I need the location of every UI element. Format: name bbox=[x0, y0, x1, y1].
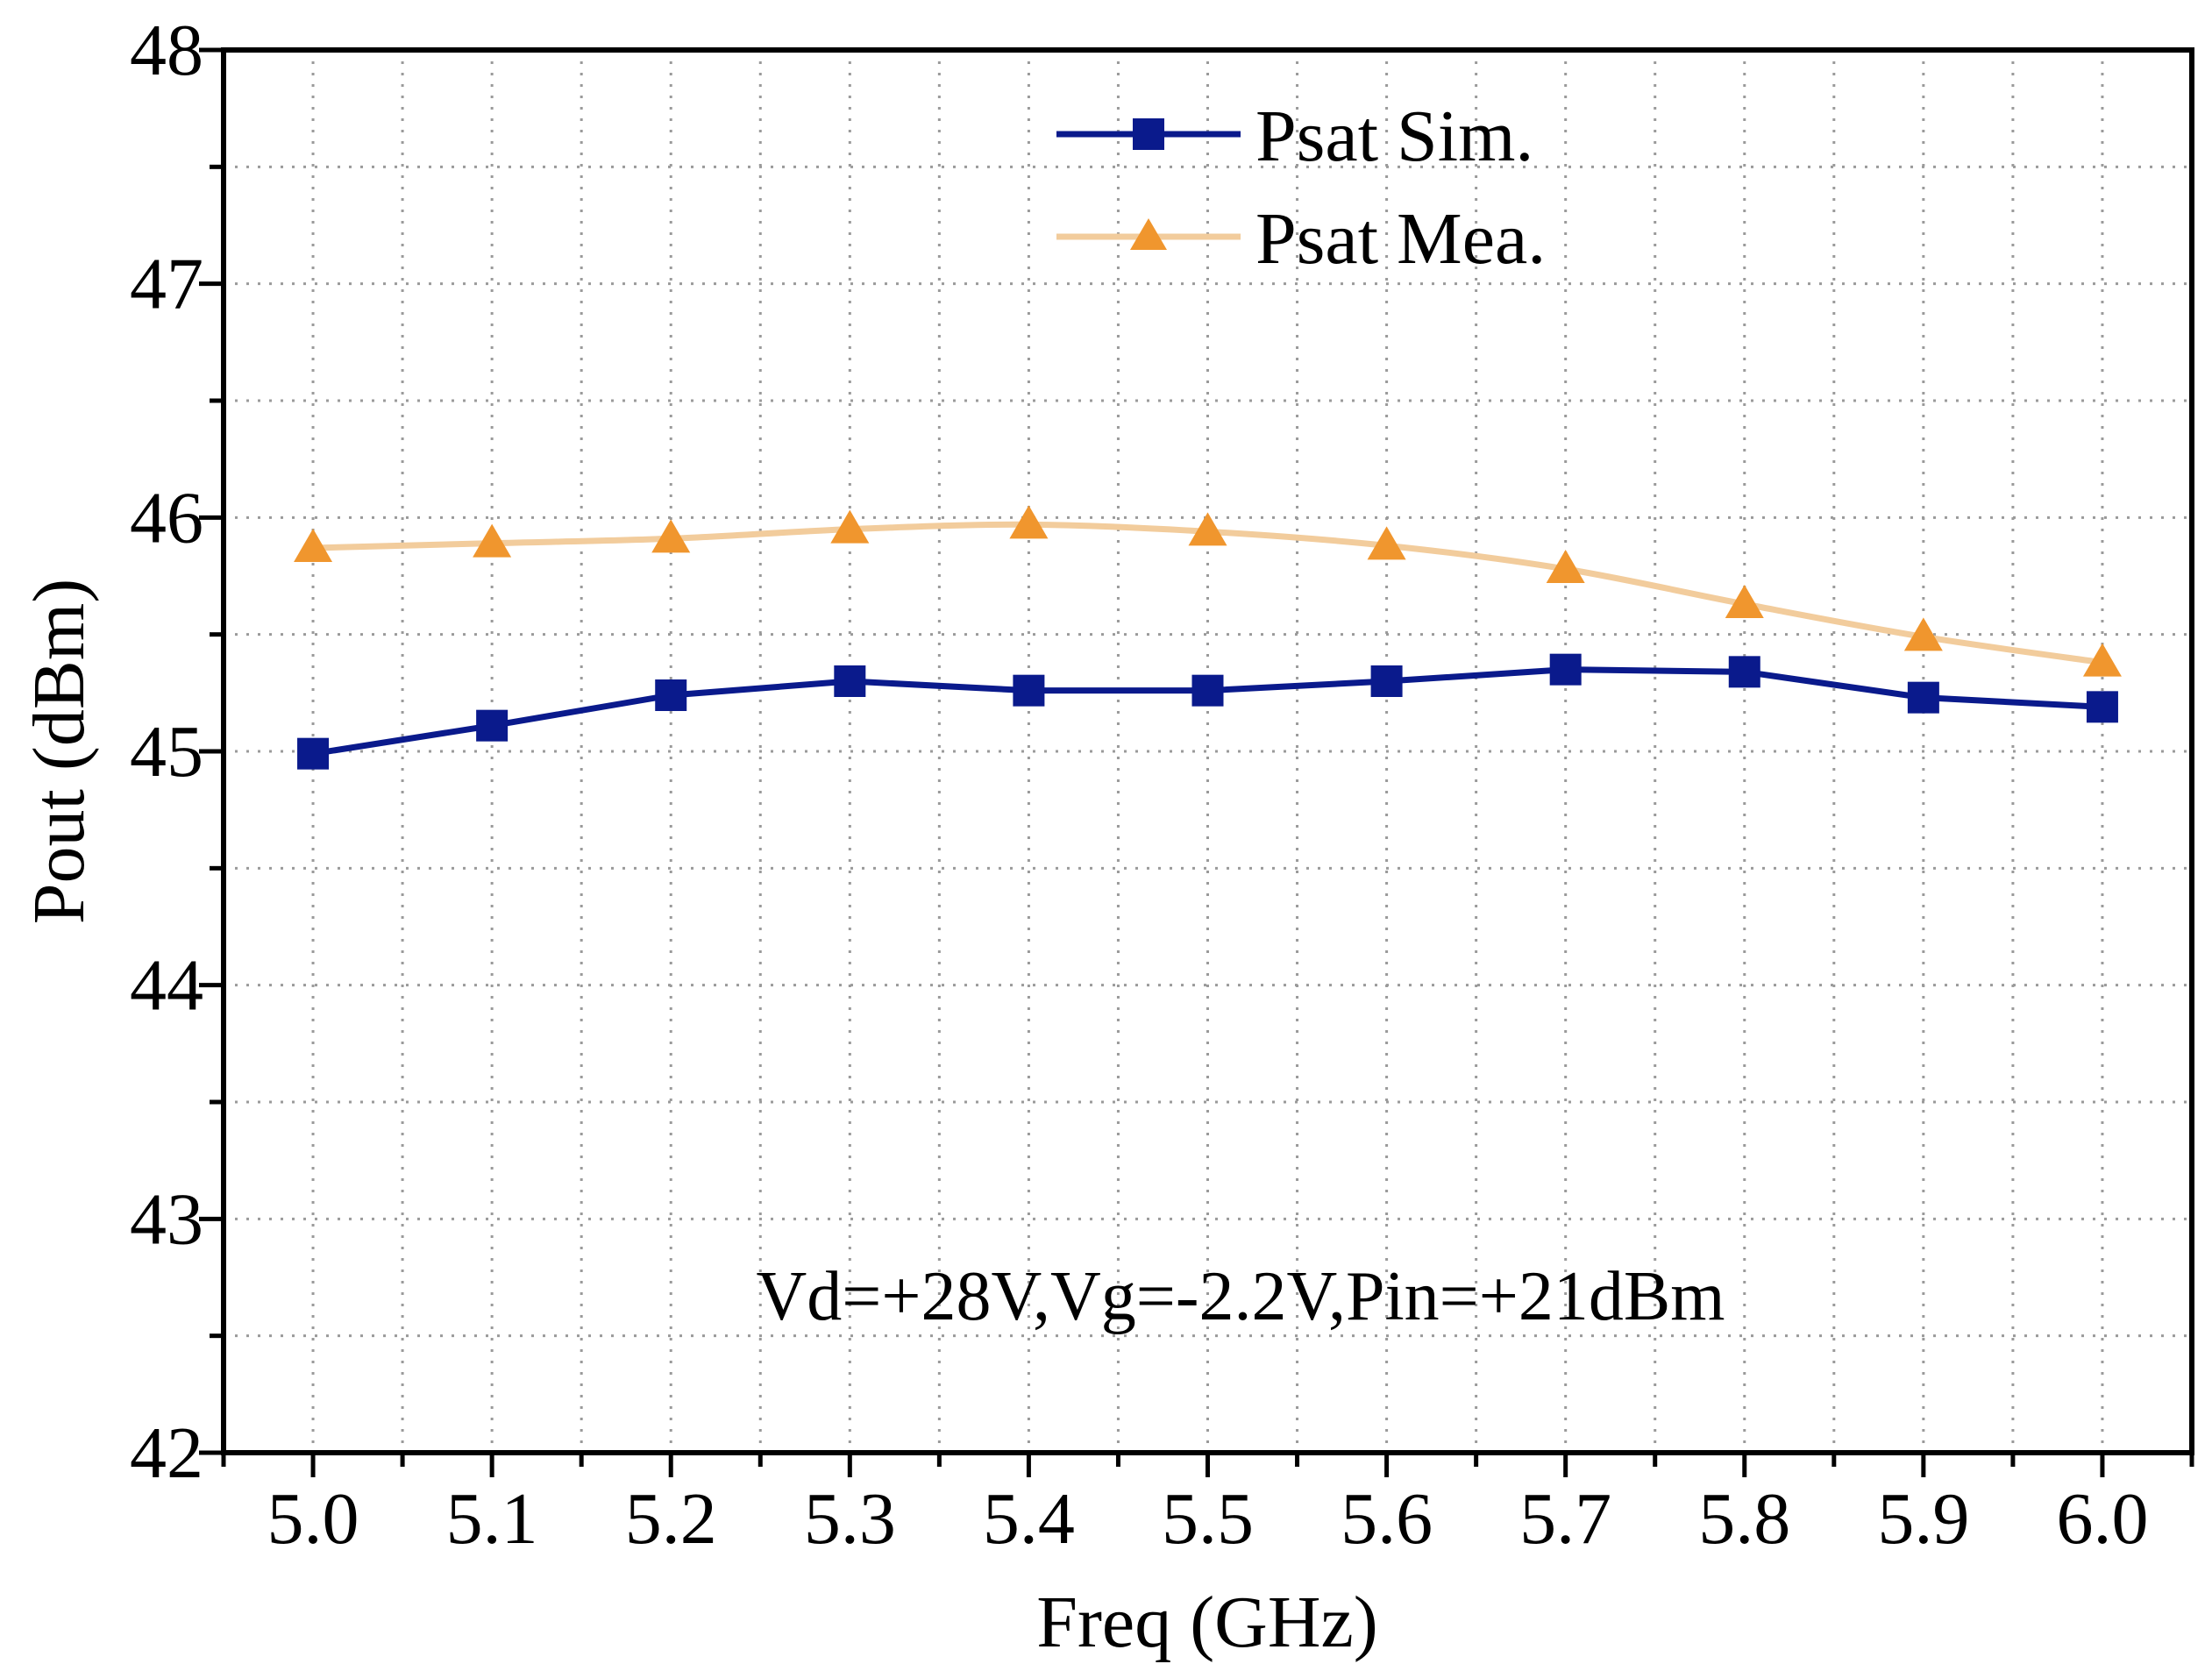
point-mea bbox=[1546, 550, 1585, 583]
y-tick-label: 44 bbox=[130, 945, 203, 1027]
y-tick-label: 42 bbox=[130, 1412, 203, 1494]
x-tick-label: 5.8 bbox=[1698, 1478, 1790, 1560]
point-mea bbox=[1188, 512, 1227, 546]
point-sim bbox=[1907, 681, 1939, 714]
x-tick-label: 5.5 bbox=[1162, 1478, 1254, 1560]
point-sim bbox=[476, 709, 509, 742]
legend: Psat Sim. Psat Mea. bbox=[1056, 96, 1546, 280]
legend-label-sim: Psat Sim. bbox=[1255, 96, 1533, 177]
y-tick-label: 47 bbox=[130, 244, 203, 325]
point-sim bbox=[1013, 674, 1045, 707]
conditions-annotation: Vd=+28V,Vg=-2.2V,Pin=+21dBm bbox=[757, 1258, 1725, 1335]
point-mea bbox=[2082, 643, 2122, 677]
point-mea bbox=[1903, 617, 1943, 651]
point-mea bbox=[1009, 505, 1049, 539]
point-sim bbox=[1370, 665, 1403, 697]
point-sim bbox=[2086, 691, 2118, 723]
y-tick-label: 45 bbox=[130, 711, 203, 793]
point-sim bbox=[297, 737, 330, 770]
x-tick-labels: 5.0 5.1 5.2 5.3 5.4 5.5 5.6 5.7 5.8 5.9 6.0 bbox=[267, 1478, 2149, 1560]
x-tick-label: 5.1 bbox=[446, 1478, 538, 1560]
y-tick-label: 43 bbox=[130, 1178, 203, 1260]
point-sim bbox=[1728, 656, 1760, 688]
x-tick-label: 5.0 bbox=[267, 1478, 359, 1560]
x-tick-label: 5.6 bbox=[1341, 1478, 1433, 1560]
x-axis-label: Freq (GHz) bbox=[1036, 1582, 1378, 1663]
legend-marker-sim bbox=[1133, 118, 1164, 150]
point-mea bbox=[1367, 526, 1406, 560]
x-tick-label: 5.9 bbox=[1877, 1478, 1969, 1560]
x-tick-label: 5.3 bbox=[804, 1478, 896, 1560]
point-sim bbox=[1191, 674, 1224, 707]
plot-frame bbox=[221, 47, 2194, 1455]
y-tick-label: 48 bbox=[130, 10, 203, 91]
point-mea bbox=[830, 509, 870, 544]
y-axis-label: Pout (dBm) bbox=[18, 579, 100, 924]
series-layer bbox=[294, 505, 2122, 770]
y-tick-labels: 42 43 44 45 46 47 48 bbox=[130, 10, 203, 1494]
legend-label-mea: Psat Mea. bbox=[1255, 198, 1546, 280]
x-tick-label: 5.7 bbox=[1519, 1478, 1611, 1560]
grid bbox=[224, 50, 2192, 1453]
legend-marker-mea bbox=[1130, 218, 1167, 250]
x-tick-label: 5.2 bbox=[625, 1478, 717, 1560]
legend-entry-sim: Psat Sim. bbox=[1056, 96, 1533, 177]
point-mea bbox=[473, 523, 512, 558]
legend-entry-mea: Psat Mea. bbox=[1056, 198, 1546, 280]
point-sim bbox=[834, 665, 866, 697]
x-tick-label: 6.0 bbox=[2056, 1478, 2148, 1560]
x-tick-label: 5.4 bbox=[983, 1478, 1075, 1560]
axis-ticks bbox=[199, 47, 2194, 1477]
point-sim bbox=[1549, 653, 1582, 686]
point-sim bbox=[655, 679, 687, 711]
y-tick-label: 46 bbox=[130, 477, 203, 558]
point-mea bbox=[651, 519, 691, 553]
point-mea bbox=[1725, 585, 1764, 618]
point-mea bbox=[294, 529, 333, 562]
